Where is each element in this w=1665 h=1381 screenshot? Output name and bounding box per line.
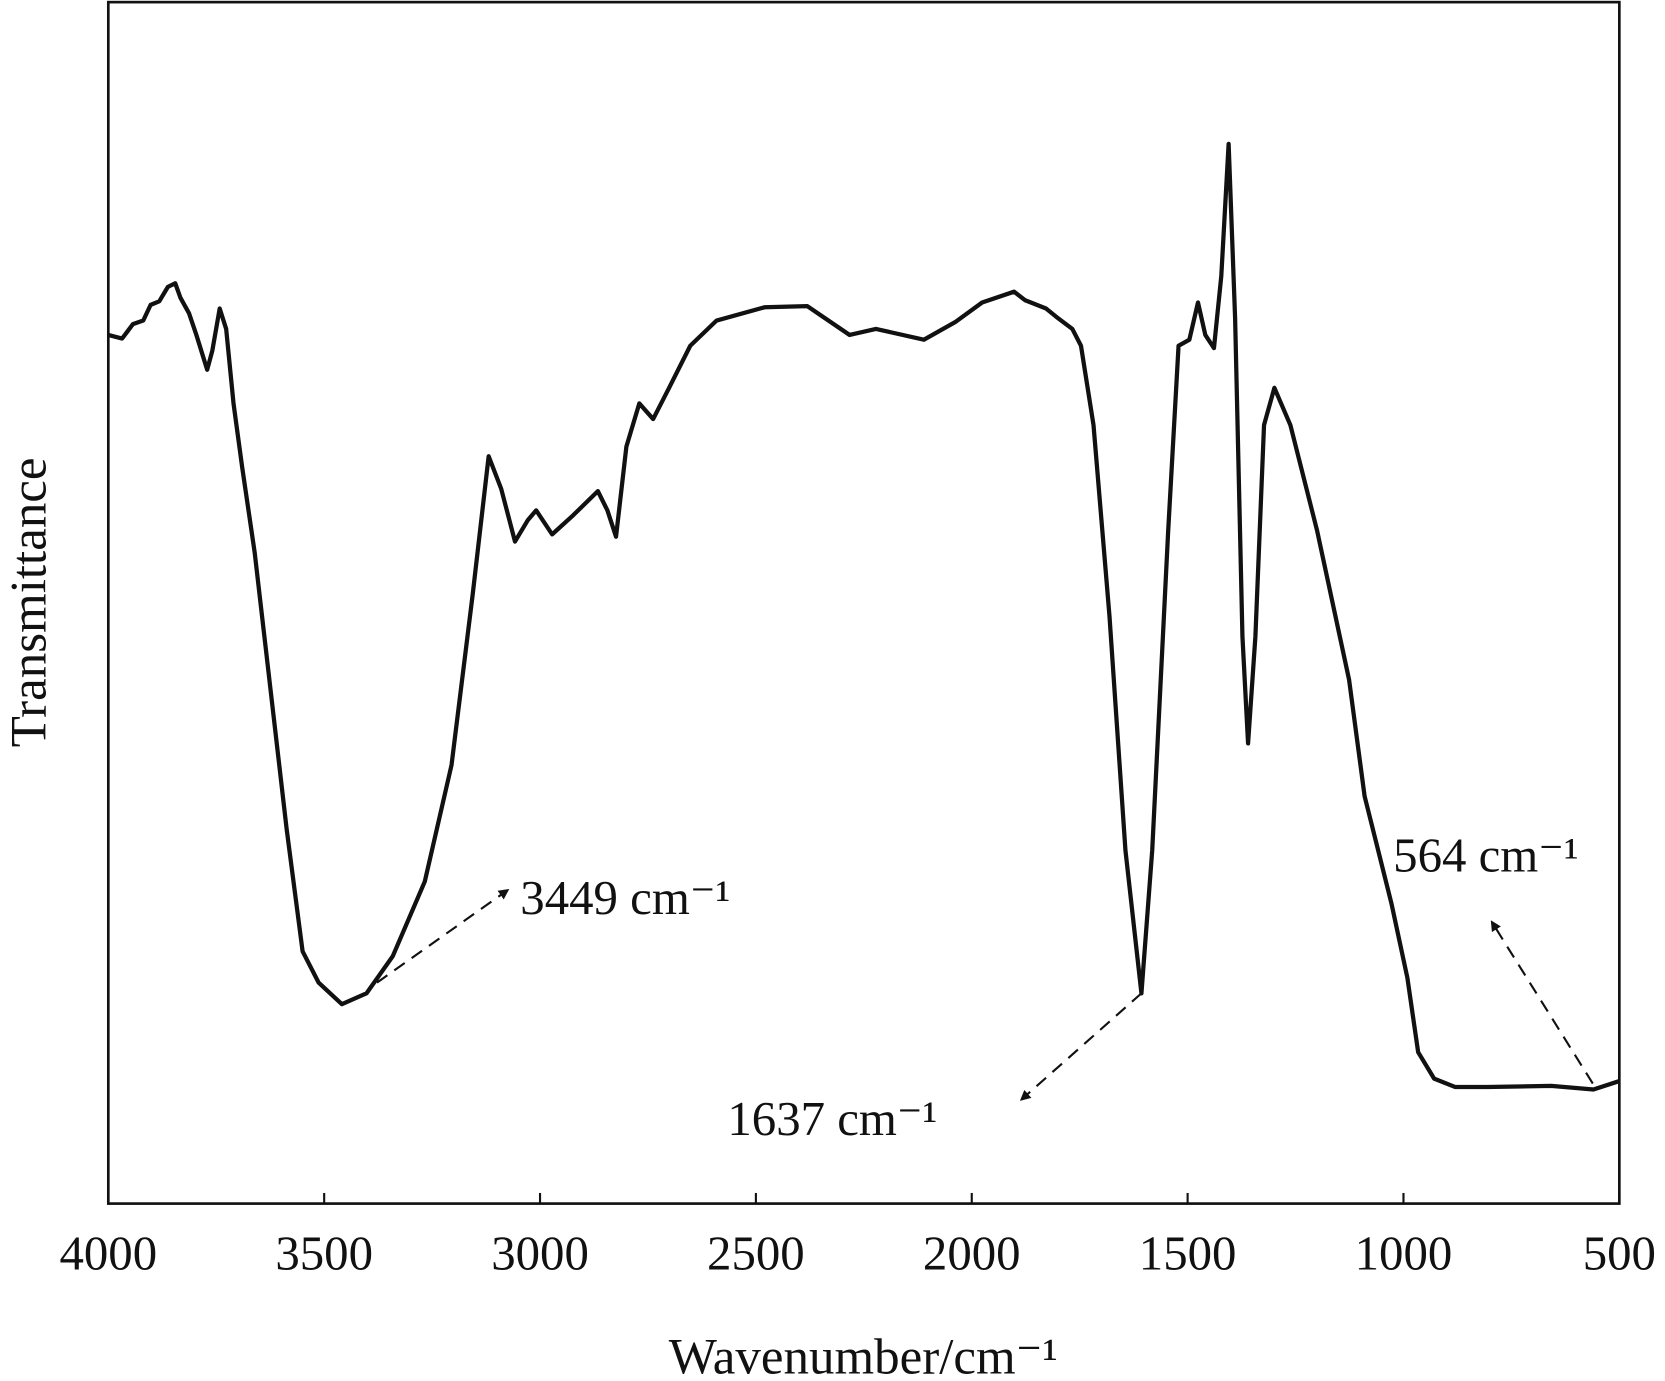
- x-tick-label: 3000: [491, 1225, 589, 1280]
- y-axis-label: Transmittance: [2, 457, 58, 747]
- annotation-arrow: [1490, 920, 1594, 1085]
- annotation-arrow: [376, 888, 510, 984]
- x-axis-label: Wavenumber/cm⁻¹: [669, 1330, 1058, 1381]
- x-tick-label: 3500: [275, 1225, 373, 1280]
- x-tick-label: 500: [1583, 1225, 1656, 1280]
- x-tick-label: 4000: [59, 1225, 157, 1280]
- plot-frame: [106, 0, 1621, 1205]
- x-tick-label: 2000: [923, 1225, 1021, 1280]
- annotation: 564 cm⁻¹: [1393, 828, 1579, 883]
- x-tick-label: 1000: [1355, 1225, 1453, 1280]
- annotation-arrow: [1019, 992, 1143, 1101]
- x-tick-label: 1500: [1139, 1225, 1237, 1280]
- spectrum-line: [107, 141, 1620, 1092]
- x-tick-label: 2500: [707, 1225, 805, 1280]
- annotation: 1637 cm⁻¹: [727, 1091, 937, 1146]
- annotation: 3449 cm⁻¹: [520, 870, 730, 925]
